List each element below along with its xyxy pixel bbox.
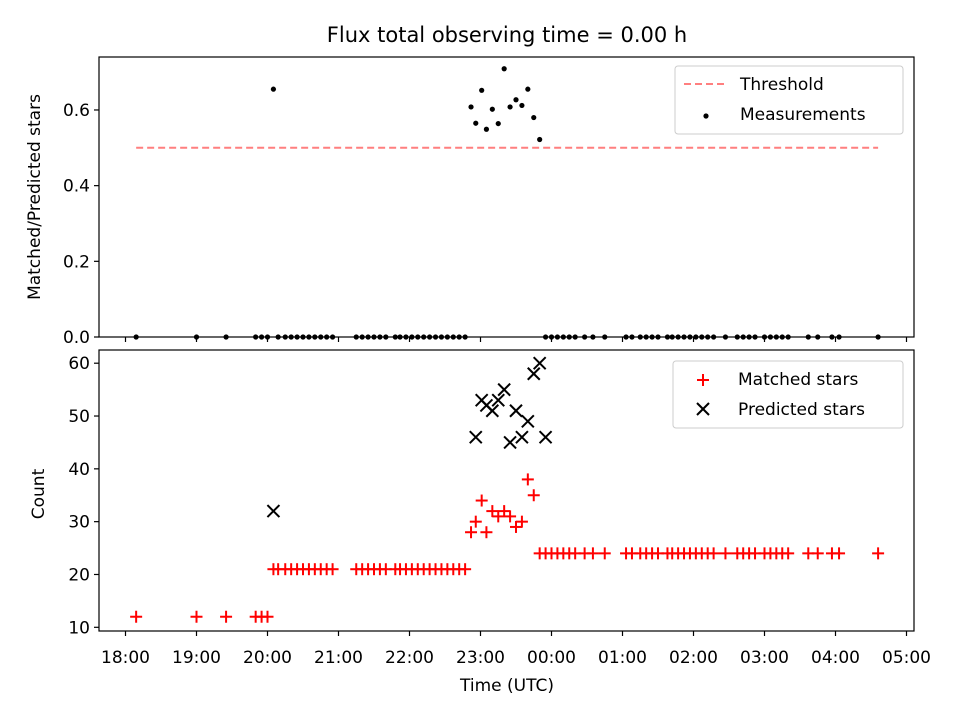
legend-predicted-label: Predicted stars bbox=[738, 400, 865, 420]
matched-stars-point bbox=[527, 489, 540, 502]
measurement-point bbox=[468, 104, 474, 110]
legend-measurements-swatch bbox=[703, 113, 709, 119]
predicted-stars-point bbox=[497, 382, 511, 397]
bottom-y-axis-label: Count bbox=[29, 468, 49, 519]
matched-stars-point bbox=[833, 547, 846, 560]
measurement-point bbox=[479, 87, 485, 93]
bottom-y-tick-label: 40 bbox=[68, 460, 90, 480]
predicted-stars-point bbox=[538, 430, 553, 444]
x-tick-label: 21:00 bbox=[314, 648, 363, 668]
matched-stars-point bbox=[220, 610, 233, 623]
bottom-y-tick-label: 50 bbox=[68, 407, 90, 427]
bottom-panel: 10 20 30 40 50 60 18:00 19:00 20:00 21:00 22:00 23… bbox=[29, 349, 931, 668]
legend-predicted-swatch bbox=[696, 402, 710, 416]
measurement-point bbox=[501, 66, 507, 72]
x-tick-label: 02:00 bbox=[669, 648, 718, 668]
x-tick-label: 20:00 bbox=[243, 648, 292, 668]
x-tick-label: 05:00 bbox=[882, 648, 931, 668]
predicted-stars-point bbox=[503, 435, 517, 450]
matched-stars-point bbox=[586, 547, 599, 560]
predicted-stars-point bbox=[485, 404, 500, 418]
matched-stars-point bbox=[130, 610, 143, 623]
bottom-legend: Matched stars Predicted stars bbox=[672, 360, 904, 429]
x-tick-label: 04:00 bbox=[811, 648, 860, 668]
x-tick-label: 22:00 bbox=[385, 648, 434, 668]
predicted-stars-point bbox=[509, 404, 523, 418]
matched-stars-point bbox=[475, 494, 488, 507]
measurement-point bbox=[519, 102, 525, 109]
chart-title: Flux total observing time = 0.00 h bbox=[327, 23, 687, 47]
predicted-stars-point bbox=[469, 430, 483, 444]
matched-stars-point bbox=[261, 610, 274, 623]
measurement-point bbox=[507, 104, 513, 110]
legend-threshold-label: Threshold bbox=[739, 75, 824, 95]
matched-stars-point bbox=[465, 526, 478, 539]
top-panel: 0.0 0.2 0.4 0.6 Matched/Predicted stars Thr… bbox=[25, 56, 915, 348]
measurement-point bbox=[525, 86, 531, 92]
matched-stars-point bbox=[459, 563, 472, 576]
matched-stars-point bbox=[504, 510, 517, 523]
top-y-tick-label: 0.6 bbox=[63, 101, 90, 121]
measurement-point bbox=[473, 120, 479, 126]
predicted-stars-point bbox=[515, 430, 529, 444]
measurement-point bbox=[495, 120, 501, 127]
x-tick-label: 23:00 bbox=[456, 648, 505, 668]
matched-stars-point bbox=[521, 473, 534, 486]
measurement-point bbox=[513, 97, 519, 103]
x-tick-label: 00:00 bbox=[527, 648, 576, 668]
matched-stars-point bbox=[498, 505, 511, 518]
top-y-tick-label: 0.2 bbox=[63, 252, 90, 272]
bottom-y-tick-label: 60 bbox=[68, 354, 90, 374]
bottom-y-tick-label: 10 bbox=[68, 618, 90, 638]
top-y-tick-label: 0.4 bbox=[63, 177, 90, 197]
matched-stars-point bbox=[707, 547, 720, 560]
top-y-tick-label: 0.0 bbox=[63, 328, 90, 348]
legend-measurements-label: Measurements bbox=[740, 105, 866, 125]
matched-stars-point bbox=[492, 510, 505, 523]
matched-stars-point bbox=[782, 547, 795, 560]
predicted-stars-point bbox=[532, 356, 547, 370]
bottom-plot-frame bbox=[98, 349, 915, 632]
matched-stars-point bbox=[486, 505, 499, 518]
measurement-point bbox=[270, 86, 277, 92]
matched-stars-point bbox=[469, 515, 482, 528]
matched-stars-point bbox=[598, 547, 611, 560]
predicted-stars-point bbox=[521, 414, 535, 429]
matched-stars-point bbox=[811, 547, 824, 560]
measurement-point bbox=[483, 126, 490, 132]
x-tick-label: 18:00 bbox=[101, 648, 150, 668]
x-tick-label: 19:00 bbox=[172, 648, 221, 668]
matched-stars-point bbox=[515, 515, 528, 528]
x-tick-label: 01:00 bbox=[598, 648, 647, 668]
bottom-y-tick-label: 20 bbox=[68, 565, 90, 585]
matched-stars-point bbox=[510, 520, 522, 533]
x-axis-label: Time (UTC) bbox=[459, 676, 554, 696]
matched-stars-point bbox=[326, 563, 339, 576]
predicted-stars-point bbox=[527, 367, 541, 381]
matched-stars-point bbox=[872, 547, 885, 560]
bottom-y-tick-label: 30 bbox=[68, 513, 90, 533]
top-plot-frame bbox=[98, 56, 915, 338]
legend-matched-swatch bbox=[697, 374, 709, 386]
x-tick-label: 03:00 bbox=[740, 648, 789, 668]
top-y-axis-label: Matched/Predicted stars bbox=[25, 94, 45, 300]
measurement-point bbox=[489, 106, 495, 112]
measurement-point bbox=[537, 136, 543, 143]
matched-stars-point bbox=[480, 526, 493, 539]
predicted-stars-point bbox=[266, 504, 281, 518]
top-legend: Threshold Measurements bbox=[674, 65, 904, 135]
matched-stars-point bbox=[190, 610, 203, 623]
measurement-point bbox=[531, 114, 537, 121]
matched-stars-point bbox=[719, 547, 732, 560]
legend-matched-label: Matched stars bbox=[738, 370, 858, 390]
predicted-stars-point bbox=[491, 393, 505, 407]
